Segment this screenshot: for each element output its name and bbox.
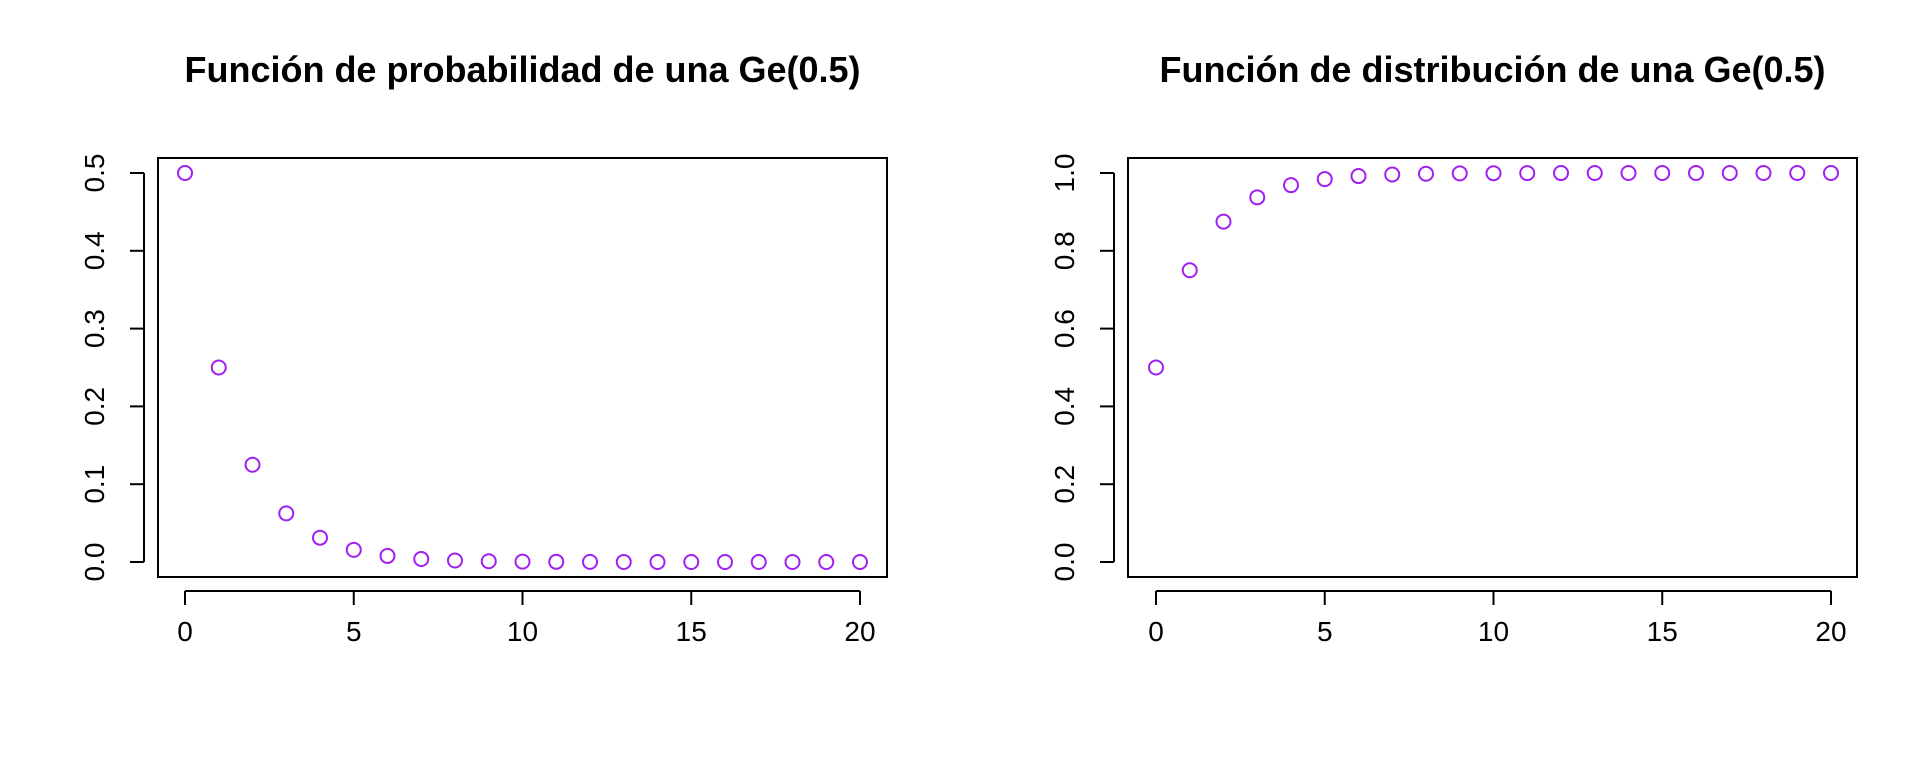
chart-1: Función de probabilidad de una Ge(0.5) 0 5… — [79, 49, 888, 647]
x-tick-label: 20 — [844, 616, 875, 647]
data-point — [1316, 171, 1333, 188]
plot-frame — [157, 157, 888, 578]
y-tick-label: 0.5 — [79, 154, 110, 193]
data-point — [278, 505, 295, 522]
data-point — [1485, 165, 1502, 182]
data-point — [177, 165, 193, 181]
data-point — [1823, 165, 1839, 182]
data-point — [852, 553, 868, 570]
x-tick-label: 0 — [177, 616, 193, 647]
data-point — [1688, 165, 1704, 182]
x-tick-label: 5 — [1317, 616, 1333, 647]
x-tick-label: 5 — [346, 616, 362, 647]
data-point — [1586, 165, 1603, 182]
data-point — [1181, 262, 1198, 279]
data-point — [818, 553, 835, 570]
data-point — [1553, 165, 1569, 182]
data-point — [210, 359, 227, 376]
data-point — [750, 553, 767, 570]
data-point — [514, 553, 531, 570]
data-point — [1384, 166, 1401, 183]
data-point — [447, 552, 463, 569]
y-tick-label: 0.4 — [79, 231, 110, 270]
chart-title: Función de distribución de una Ge(0.5) — [1159, 49, 1825, 90]
data-point — [1418, 165, 1434, 182]
plot-frame — [1127, 157, 1858, 578]
data-point — [413, 550, 430, 567]
data-point — [1350, 168, 1367, 185]
data-point — [1451, 165, 1468, 182]
chart-title: Función de probabilidad de una Ge(0.5) — [184, 49, 860, 90]
x-tick-label: 10 — [507, 616, 538, 647]
x-tick-label: 10 — [1478, 616, 1509, 647]
data-point — [548, 553, 565, 570]
data-point — [717, 553, 733, 570]
data-point — [480, 553, 497, 570]
y-tick-label: 0.8 — [1049, 231, 1080, 270]
data-point — [1721, 165, 1738, 182]
data-point — [784, 553, 801, 570]
data-point — [244, 456, 261, 473]
data-point — [1249, 189, 1266, 206]
data-point — [379, 547, 396, 564]
y-tick-label: 0.0 — [79, 543, 110, 582]
y-tick-label: 0.0 — [1049, 543, 1080, 582]
data-point — [1654, 165, 1671, 182]
y-tick-label: 0.6 — [1049, 309, 1080, 348]
chart-2: Función de distribución de una Ge(0.5) 0 5… — [1049, 49, 1858, 647]
x-tick-label: 0 — [1148, 616, 1164, 647]
y-tick-label: 0.4 — [1049, 387, 1080, 426]
y-tick-label: 0.2 — [1049, 465, 1080, 504]
data-point — [1283, 177, 1299, 194]
y-tick-label: 1.0 — [1049, 154, 1080, 193]
data-point — [1215, 213, 1232, 230]
data-point — [312, 529, 328, 546]
data-point — [345, 541, 362, 558]
y-tick-label: 0.3 — [79, 309, 110, 348]
data-point — [1519, 165, 1536, 182]
data-point — [683, 553, 700, 570]
y-tick-label: 0.1 — [79, 465, 110, 504]
data-point — [649, 553, 666, 570]
data-point — [1755, 165, 1772, 182]
data-point — [582, 553, 598, 570]
data-point — [1620, 165, 1637, 182]
y-tick-label: 0.2 — [79, 387, 110, 426]
x-tick-label: 15 — [676, 616, 707, 647]
data-point — [615, 553, 632, 570]
data-point — [1789, 165, 1806, 182]
x-tick-label: 15 — [1647, 616, 1678, 647]
x-tick-label: 20 — [1815, 616, 1846, 647]
data-point — [1148, 359, 1164, 376]
